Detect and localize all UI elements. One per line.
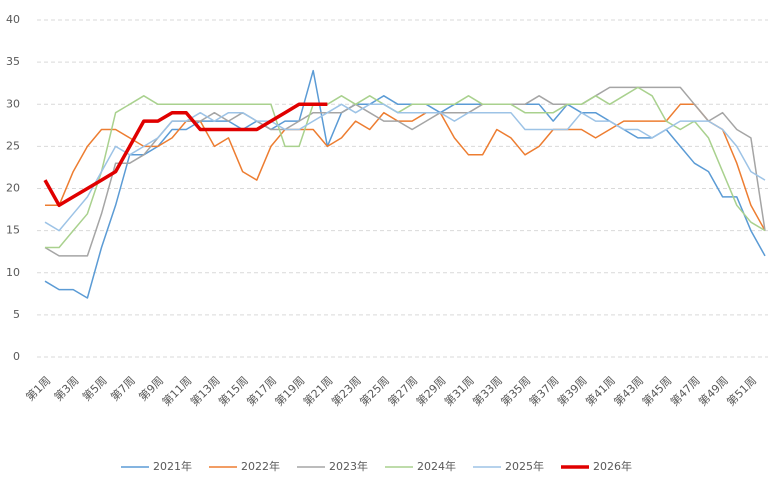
x-tick-label: 第11周 bbox=[159, 373, 194, 408]
legend-label: 2026年 bbox=[593, 459, 632, 473]
series-line bbox=[45, 86, 766, 249]
x-tick-label: 第3周 bbox=[51, 373, 81, 403]
y-tick-label: 30 bbox=[6, 97, 20, 110]
x-tick-label: 第27周 bbox=[385, 373, 420, 408]
series-line bbox=[44, 69, 766, 299]
x-tick-label: 第15周 bbox=[216, 373, 251, 408]
legend-label: 2025年 bbox=[505, 459, 544, 473]
x-tick-label: 第45周 bbox=[639, 373, 674, 408]
x-tick-label: 第35周 bbox=[498, 373, 533, 408]
y-tick-label: 40 bbox=[6, 13, 20, 26]
x-tick-label: 第5周 bbox=[79, 373, 109, 403]
legend-label: 2024年 bbox=[417, 459, 456, 473]
y-tick-label: 10 bbox=[6, 266, 20, 279]
x-tick-label: 第43周 bbox=[611, 373, 646, 408]
x-tick-label: 第33周 bbox=[470, 373, 505, 408]
x-tick-label: 第1周 bbox=[23, 373, 53, 403]
series-line bbox=[44, 103, 766, 232]
y-tick-label: 20 bbox=[6, 182, 20, 195]
legend-label: 2021年 bbox=[153, 459, 192, 473]
legend-label: 2023年 bbox=[329, 459, 368, 473]
y-tick-label: 25 bbox=[6, 139, 20, 152]
y-tick-label: 5 bbox=[13, 308, 20, 321]
series-line bbox=[43, 102, 328, 208]
x-tick-label: 第17周 bbox=[244, 373, 279, 408]
series-line bbox=[45, 103, 766, 231]
x-tick-label: 第51周 bbox=[724, 373, 759, 408]
x-tick-label: 第13周 bbox=[187, 373, 222, 408]
x-tick-label: 第37周 bbox=[526, 373, 561, 408]
y-tick-label: 0 bbox=[13, 350, 20, 363]
x-tick-label: 第39周 bbox=[554, 373, 589, 408]
x-tick-label: 第21周 bbox=[300, 373, 335, 408]
x-tick-label: 第23周 bbox=[328, 373, 363, 408]
x-tick-label: 第47周 bbox=[667, 373, 702, 408]
x-tick-label: 第41周 bbox=[583, 373, 618, 408]
x-tick-label: 第7周 bbox=[108, 373, 138, 403]
x-tick-label: 第31周 bbox=[441, 373, 476, 408]
x-tick-label: 第29周 bbox=[413, 373, 448, 408]
y-tick-label: 15 bbox=[6, 224, 20, 237]
legend-label: 2022年 bbox=[241, 459, 280, 473]
x-tick-label: 第19周 bbox=[272, 373, 307, 408]
x-tick-label: 第25周 bbox=[357, 373, 392, 408]
y-tick-label: 35 bbox=[6, 55, 20, 68]
x-tick-label: 第49周 bbox=[696, 373, 731, 408]
